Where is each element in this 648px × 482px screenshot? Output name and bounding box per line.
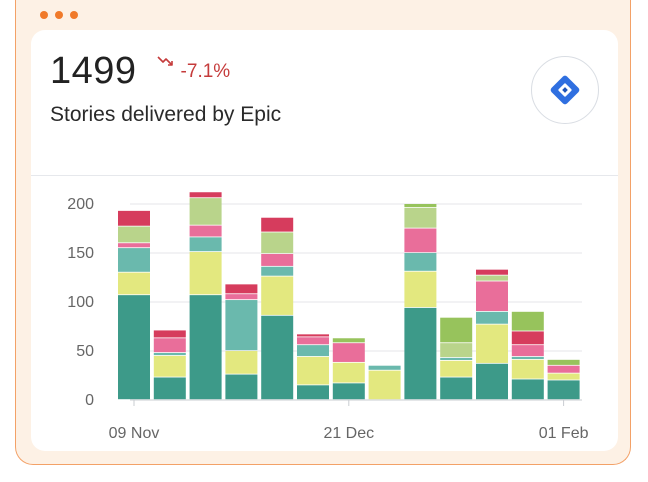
bar-segment (225, 284, 258, 294)
bar-segment (368, 370, 401, 400)
bar-segment (547, 359, 580, 365)
stacked-bar-chart: 0 50 100 150 200 09 Nov 21 Dec 01 Feb (67, 192, 589, 442)
bar-segment (547, 380, 580, 400)
trending-down-icon (156, 56, 173, 66)
y-tick-label: 100 (67, 294, 94, 311)
bar-segment (332, 343, 365, 362)
metric-card: 1499 -7.1% Stories delivered by Epic 0 50… (31, 30, 618, 451)
bar-segment (297, 356, 329, 385)
bar-segment (476, 324, 508, 363)
bar-segment (440, 357, 473, 360)
y-tick-label: 150 (67, 245, 94, 262)
metric-delta: -7.1% (180, 61, 231, 82)
bar-segment (440, 343, 473, 358)
bar-segment (404, 271, 437, 308)
bar-segment (189, 237, 222, 252)
bar-segment (547, 373, 580, 380)
bar-segment (476, 311, 508, 324)
divider (31, 175, 618, 176)
bar-segment (440, 360, 473, 377)
bar-segment (404, 307, 437, 400)
bar-segment (440, 377, 473, 400)
bar-segment (118, 243, 150, 248)
bar-segment (261, 266, 294, 276)
metric-header: 1499 -7.1% (50, 50, 230, 93)
bar-segment (261, 232, 294, 254)
bar-segment (511, 345, 544, 357)
bar-segment (440, 317, 473, 343)
bar-segment (511, 359, 544, 379)
bar-segment (118, 272, 150, 295)
bar-segment (404, 228, 437, 253)
bar-segment (261, 276, 294, 315)
jira-logo-glyph (550, 75, 580, 105)
bar-segment (476, 363, 508, 400)
window-controls (40, 11, 78, 19)
bar-segment (189, 295, 222, 400)
bar-segment (511, 379, 544, 400)
y-tick-label: 50 (76, 343, 94, 360)
bar-segment (153, 338, 186, 353)
bar-segment (189, 252, 222, 295)
bar-segment (189, 198, 222, 225)
bar-segment (118, 226, 150, 243)
bar-segment (153, 330, 186, 338)
bar-segment (189, 225, 222, 237)
bar-segment (297, 385, 329, 400)
y-tick-label: 200 (67, 196, 94, 213)
bar-segment (511, 311, 544, 331)
bar-segment (297, 334, 329, 337)
bar-segment (225, 351, 258, 374)
bar-segment (261, 253, 294, 266)
bar-segment (225, 300, 258, 351)
widget-title: Stories delivered by Epic (50, 103, 282, 126)
bar-segment (404, 253, 437, 271)
bar-segment (118, 248, 150, 272)
bar-segment (368, 365, 401, 370)
bar-segment (297, 345, 329, 357)
red-dot[interactable] (40, 11, 48, 19)
bar-segment (189, 192, 222, 198)
yellow-dot[interactable] (55, 11, 63, 19)
bar-segment (225, 294, 258, 300)
bar-segment (404, 204, 437, 208)
metric-value: 1499 (50, 50, 137, 92)
x-tick-label: 21 Dec (323, 425, 374, 442)
x-tick-label: 01 Feb (539, 425, 589, 442)
green-dot[interactable] (70, 11, 78, 19)
jira-logo-icon (531, 56, 599, 124)
bar-segment (332, 362, 365, 383)
bar-segment (476, 269, 508, 275)
bar-segment (153, 377, 186, 400)
bar-segment (261, 217, 294, 232)
bar-segment (332, 383, 365, 400)
bar-segment (118, 210, 150, 226)
bar-segment (118, 295, 150, 400)
bar-segment (225, 374, 258, 400)
bar-segment (153, 355, 186, 377)
bar-segment (476, 281, 508, 311)
bar-segment (404, 207, 437, 228)
y-tick-label: 0 (85, 392, 94, 409)
bar-segment (511, 356, 544, 360)
bar-segment (511, 331, 544, 345)
x-tick-label: 09 Nov (109, 425, 160, 442)
bar-segment (476, 275, 508, 281)
bar-segment (297, 337, 329, 345)
bar-segment (332, 338, 365, 343)
bar-segment (261, 315, 294, 400)
bar-segment (547, 365, 580, 373)
bar-segment (153, 352, 186, 356)
